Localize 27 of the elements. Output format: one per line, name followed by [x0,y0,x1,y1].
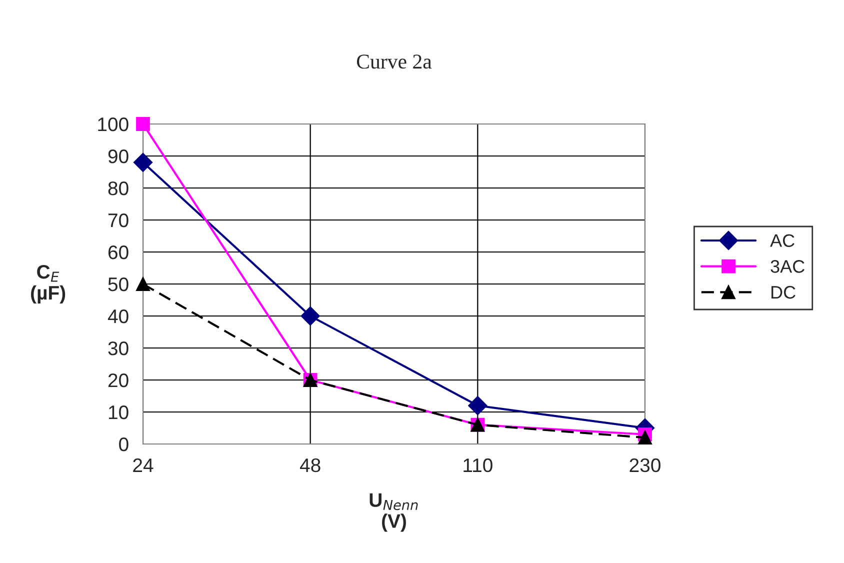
point [136,277,150,291]
y-tick-label: 100 [98,117,128,132]
y-tick-label: 40 [108,309,128,324]
x-tick-label: 110 [464,458,492,472]
point [133,152,153,172]
y-tick-label: 10 [108,405,128,420]
y-tick-label: 30 [108,341,128,356]
y-tick-label: 60 [108,245,128,260]
point [136,117,150,131]
legend-label: AC [770,234,794,247]
x-tick-label: 230 [630,458,660,472]
x-tick-label: 48 [300,458,320,472]
y-tick-label: 90 [108,149,128,164]
y-tick-label: 80 [108,181,128,196]
legend-label: 3AC [770,260,804,273]
point [300,306,320,326]
y-tick-label: 70 [108,213,128,228]
y-tick-label: 20 [108,373,128,388]
point [638,430,652,445]
y-tick-label: 50 [108,277,128,292]
x-tick-label: 24 [133,458,154,472]
y-axis-title: C$_{E}$ (µF) [31,264,66,304]
x-axis-title: U$_{Nenn}$ (V) [370,493,418,532]
chart-title: Curve 2a [356,54,432,69]
legend-label: DC [772,286,796,299]
point [468,396,488,416]
y-tick-label: 0 [119,437,128,452]
